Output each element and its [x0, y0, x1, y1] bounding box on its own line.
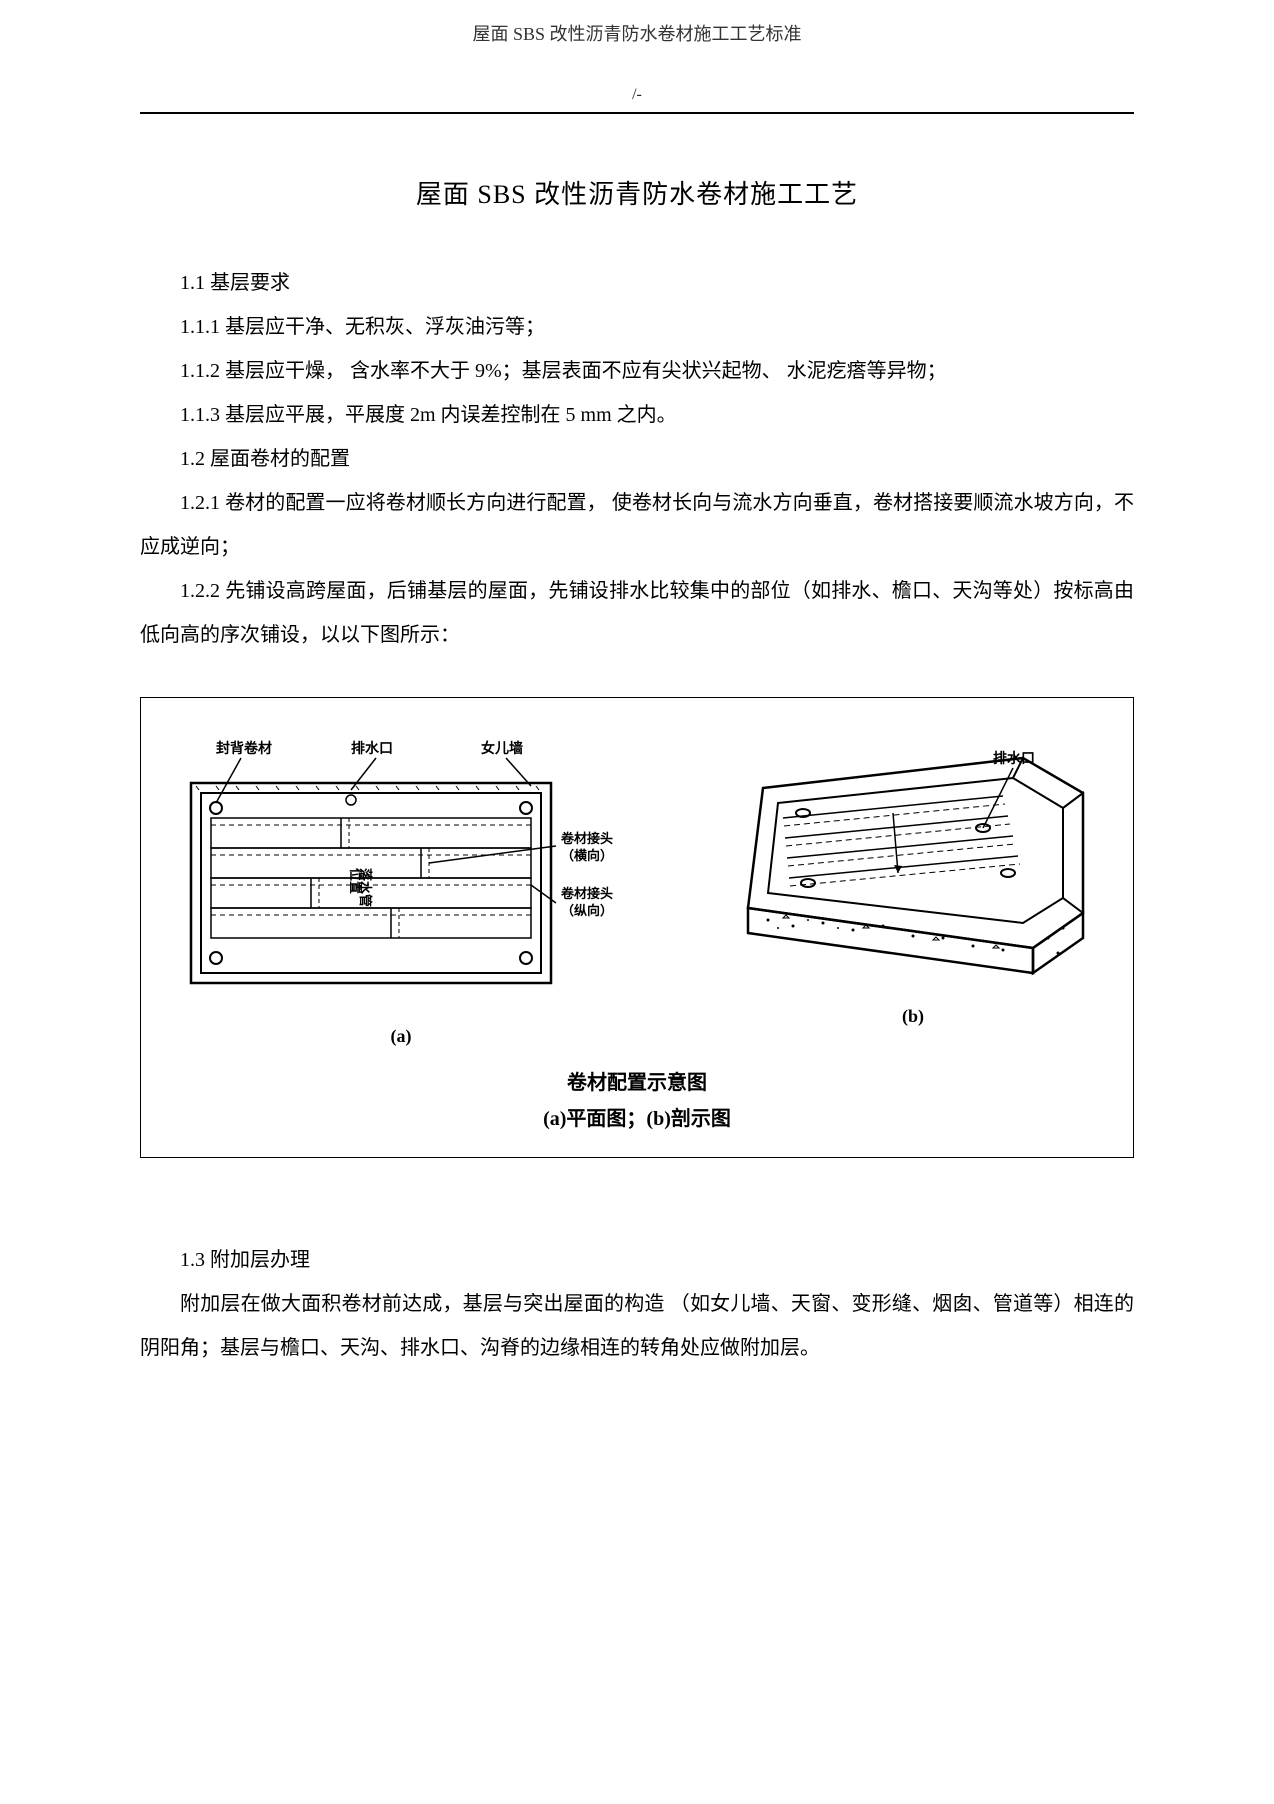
caption-line-1: 卷材配置示意图: [161, 1065, 1113, 1101]
label-heng1: 卷材接头: [561, 831, 613, 846]
figure-container: 封背卷材 排水口 女儿墙: [140, 697, 1134, 1158]
diagram-b-svg: 排水口: [713, 728, 1113, 988]
document-header: 屋面 SBS 改性沥青防水卷材施工工艺标准: [140, 20, 1134, 46]
label-fengqing: 封背卷材: [216, 740, 272, 756]
section-1-2-1: 1.2.1 卷材的配置一应将卷材顺长方向进行配置， 使卷材长向与流水方向垂直，卷…: [140, 481, 1134, 569]
diagram-a-svg: 封背卷材 排水口 女儿墙: [161, 728, 641, 1008]
section-1-2-2: 1.2.2 先铺设高跨屋面，后铺基层的屋面，先铺设排水比较集中的部位（如排水、檐…: [140, 569, 1134, 657]
section-1-1-2: 1.1.2 基层应干燥， 含水率不大于 9%；基层表面不应有尖状兴起物、 水泥疙…: [140, 349, 1134, 393]
figure-caption: 卷材配置示意图 (a)平面图；(b)剖示图: [161, 1065, 1113, 1137]
main-title: 屋面 SBS 改性沥青防水卷材施工工艺: [140, 174, 1134, 211]
label-nuerqiang: 女儿墙: [481, 740, 523, 756]
label-zong1: 卷材接头: [561, 886, 613, 901]
label-paishuikou: 排水口: [351, 740, 393, 756]
document-page: 屋面 SBS 改性沥青防水卷材施工工艺标准 /- 屋面 SBS 改性沥青防水卷材…: [0, 20, 1274, 1370]
section-1-3: 1.3 附加层办理: [140, 1238, 1134, 1282]
page-marker: /-: [140, 86, 1134, 104]
label-heng2: （横向）: [561, 848, 613, 863]
body-text-block: 1.1 基层要求 1.1.1 基层应干净、无积灰、浮灰油污等； 1.1.2 基层…: [140, 261, 1134, 657]
section-1-2: 1.2 屋面卷材的配置: [140, 437, 1134, 481]
section-1-1-1: 1.1.1 基层应干净、无积灰、浮灰油污等；: [140, 305, 1134, 349]
center-mark2: 位置: [348, 868, 363, 894]
diagram-b-group: 排水口: [713, 728, 1113, 1027]
section-1-1: 1.1 基层要求: [140, 261, 1134, 305]
diagram-a-group: 封背卷材 排水口 女儿墙: [161, 728, 641, 1047]
section-1-3-body: 附加层在做大面积卷材前达成，基层与突出屋面的构造 （如女儿墙、天窗、变形缝、烟囱…: [140, 1282, 1134, 1370]
section-1-1-3: 1.1.3 基层应平展，平展度 2m 内误差控制在 5 mm 之内。: [140, 393, 1134, 437]
body-text-block-2: 1.3 附加层办理 附加层在做大面积卷材前达成，基层与突出屋面的构造 （如女儿墙…: [140, 1238, 1134, 1370]
diagrams-row: 封背卷材 排水口 女儿墙: [161, 728, 1113, 1047]
sub-label-b: (b): [902, 1006, 924, 1027]
label-zong2: （纵向）: [561, 903, 613, 918]
caption-line-2: (a)平面图；(b)剖示图: [161, 1101, 1113, 1137]
sub-label-a: (a): [391, 1026, 412, 1047]
header-rule: [140, 112, 1134, 114]
